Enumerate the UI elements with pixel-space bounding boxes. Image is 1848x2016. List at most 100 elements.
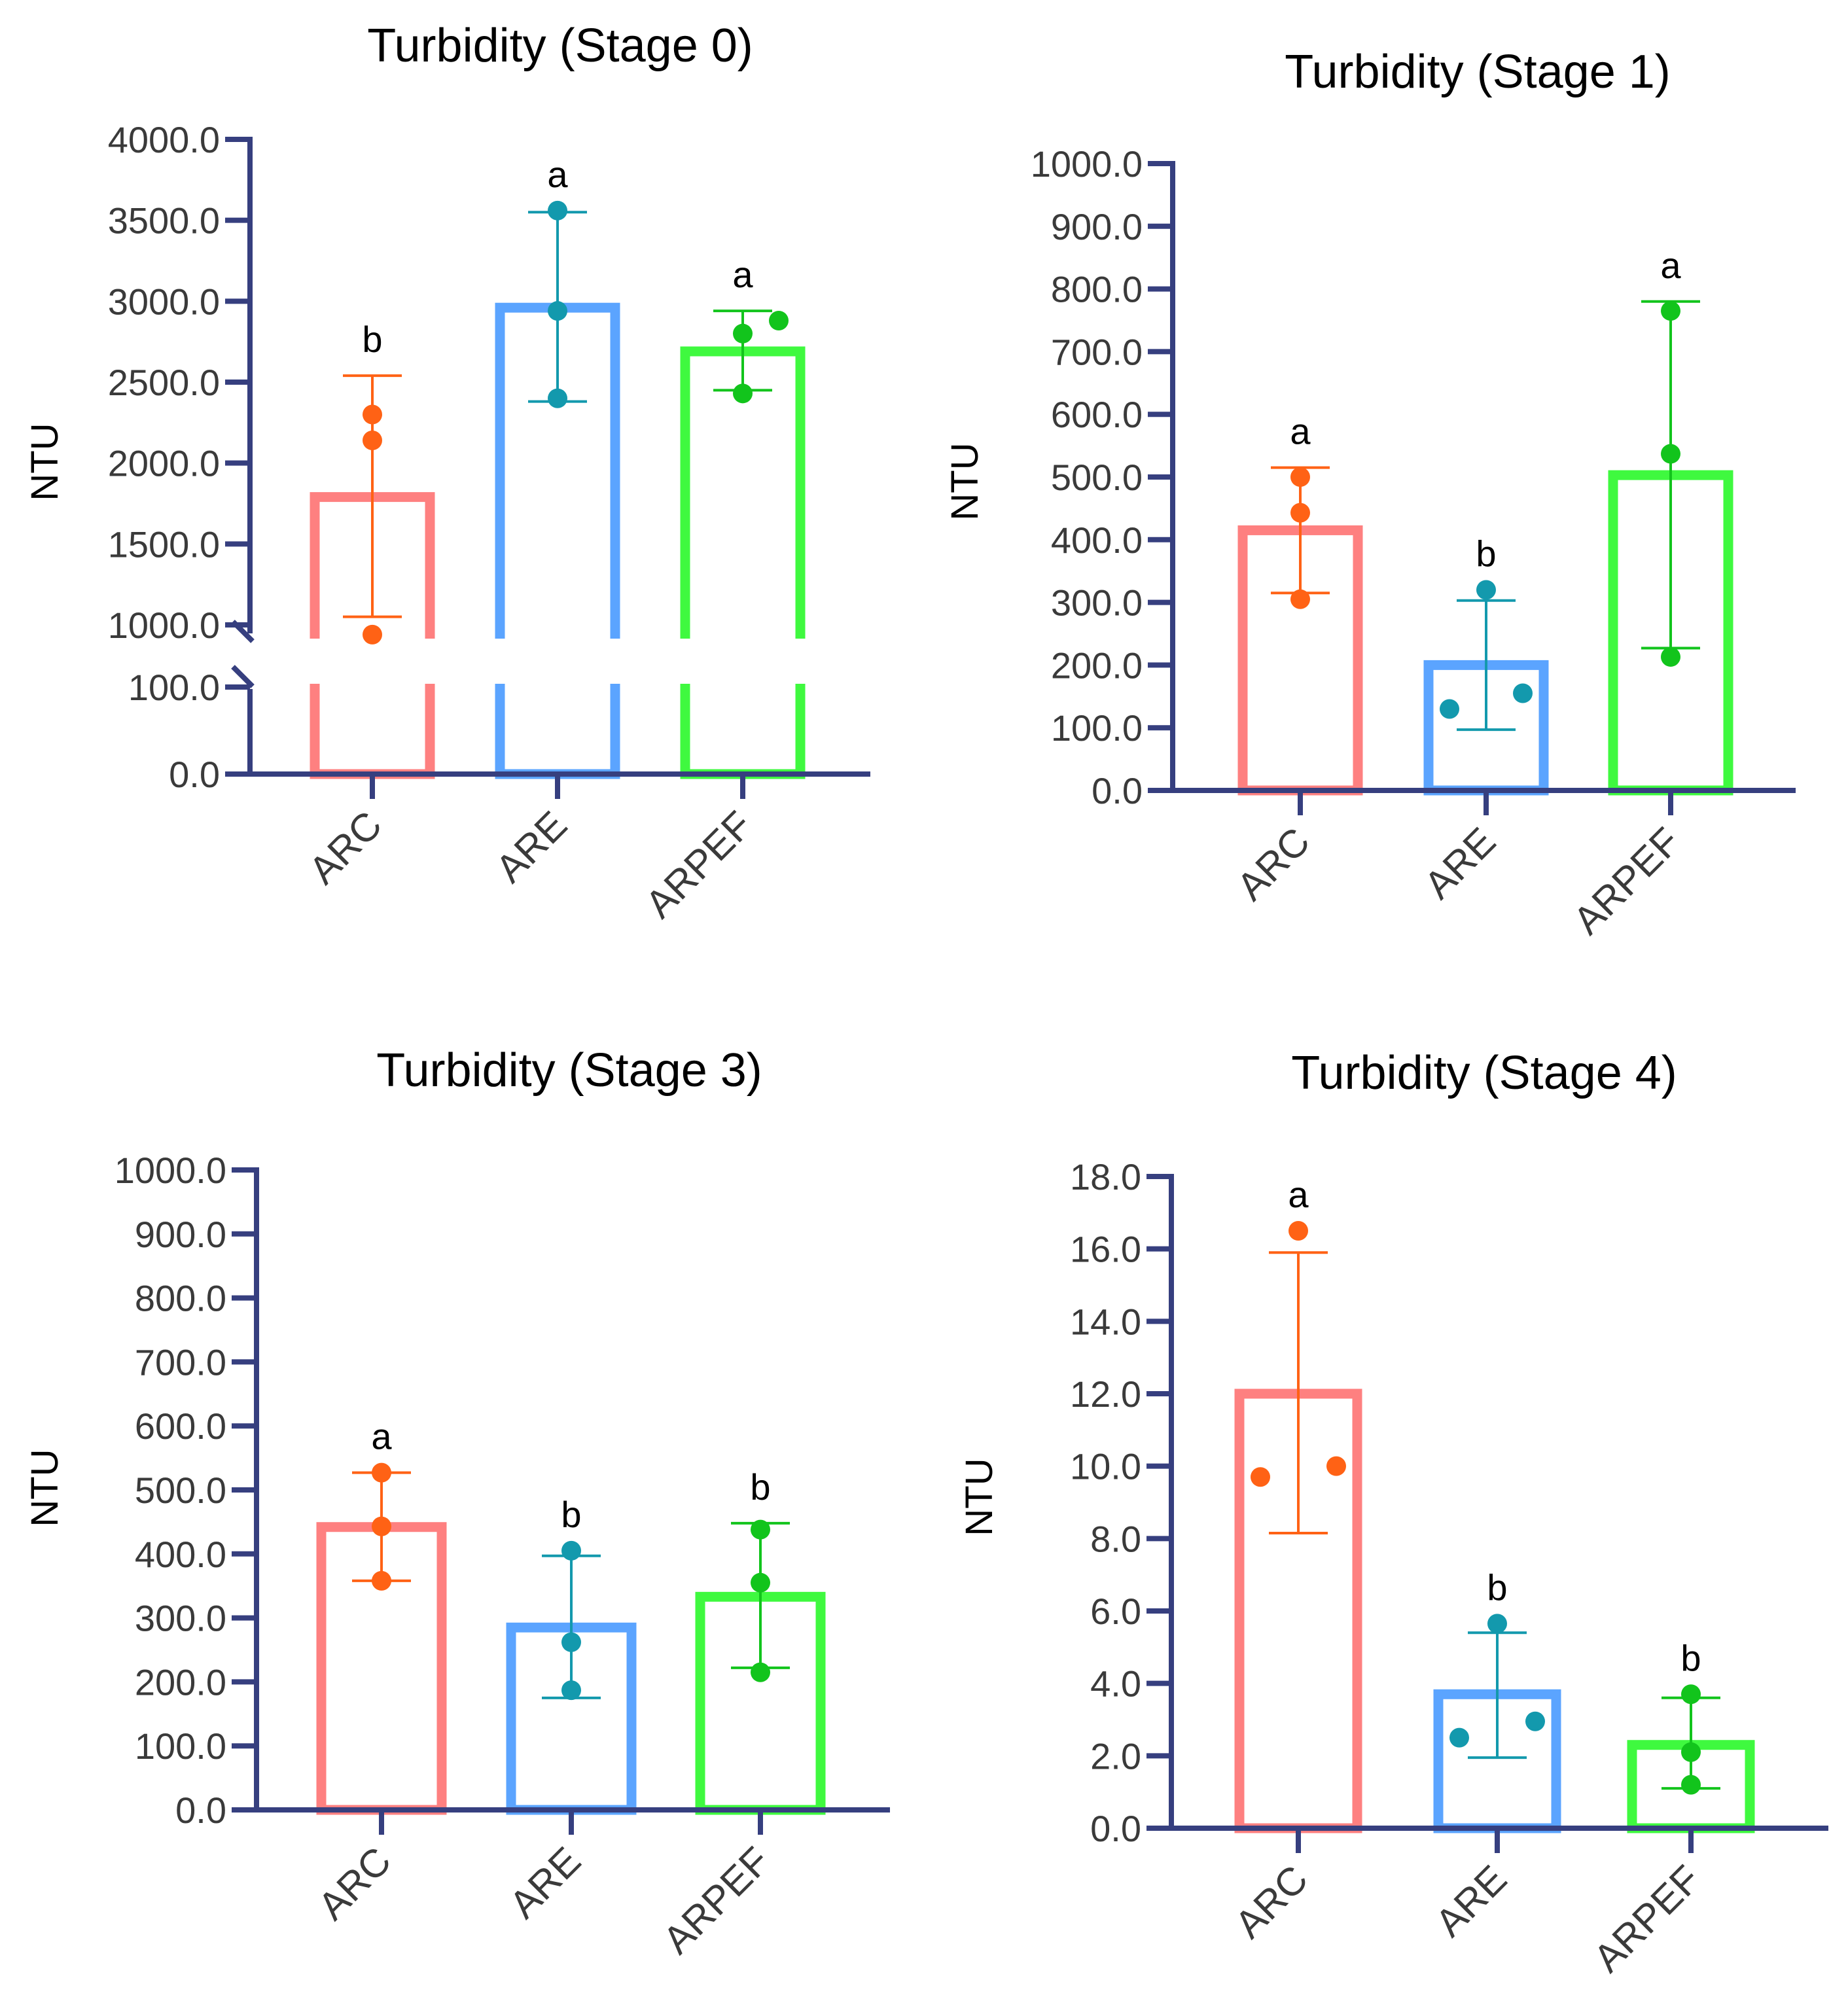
axis-break-gap	[230, 639, 877, 684]
data-point-ARE	[1476, 580, 1496, 600]
y-tick-label: 0.0	[169, 754, 220, 795]
data-point-ARE	[548, 388, 567, 408]
y-axis-label: NTU	[24, 1449, 66, 1527]
y-axis-label: NTU	[958, 1458, 1001, 1536]
panel-stage-0: Turbidity (Stage 0) NTU b a a 0.0 100.0 1000.…	[24, 20, 877, 927]
data-point-ARC	[372, 1462, 391, 1483]
x-tick-label-ARC: ARC	[300, 803, 390, 893]
y-tick-label: 16.0	[1070, 1229, 1141, 1270]
y-tick-label: 4000.0	[108, 119, 220, 160]
y-tick-label: 2.0	[1090, 1735, 1141, 1777]
y-tick-label: 4.0	[1090, 1663, 1141, 1705]
data-point-ARC	[372, 1516, 391, 1536]
bar-ARPEF	[680, 346, 806, 779]
significance-letter-ARC: a	[371, 1416, 392, 1457]
y-tick-label: 18.0	[1070, 1156, 1141, 1197]
y-tick-label: 300.0	[135, 1598, 226, 1639]
x-tick-label-ARE: ARE	[488, 803, 576, 891]
y-tick-label: 1000.0	[115, 1150, 226, 1191]
significance-letter-ARPEF: b	[1680, 1637, 1701, 1678]
data-point-ARPEF	[751, 1662, 770, 1682]
y-tick-label: 100.0	[1051, 707, 1143, 749]
y-tick-label: 500.0	[135, 1470, 226, 1511]
y-tick-label: 3000.0	[108, 281, 220, 322]
data-point-ARE	[1449, 1727, 1469, 1748]
y-tick-label: 600.0	[1051, 394, 1143, 435]
y-tick-label: 800.0	[135, 1278, 226, 1319]
chart-title: Turbidity (Stage 1)	[1285, 46, 1671, 98]
significance-letter-ARC: a	[1288, 1174, 1309, 1215]
data-point-ARPEF	[733, 383, 753, 404]
significance-letter-ARPEF: a	[732, 254, 753, 295]
data-point-ARC	[363, 431, 382, 451]
panel-stage-1: Turbidity (Stage 1) NTU a b a 0.0 100.0 200.0…	[944, 46, 1796, 943]
y-tick-label: 6.0	[1090, 1591, 1141, 1632]
data-point-ARPEF	[1681, 1742, 1701, 1762]
data-point-ARPEF	[1681, 1775, 1701, 1795]
data-point-ARC	[1251, 1467, 1270, 1487]
x-tick-label-ARC: ARC	[310, 1839, 399, 1928]
x-tick-label-ARC: ARC	[1228, 819, 1318, 909]
y-tick-label: 0.0	[1092, 770, 1143, 811]
data-point-ARC	[1290, 503, 1310, 523]
x-tick-label-ARPEF: ARPEF	[1585, 1857, 1709, 1981]
plot-area: b a a 0.0 100.0 1000.0 1500.0 2000.0 2500.0 3000.…	[108, 119, 877, 927]
data-point-ARPEF	[1681, 1684, 1701, 1705]
data-point-ARPEF	[733, 323, 753, 344]
y-tick-label: 2500.0	[108, 362, 220, 403]
x-tick-label-ARE: ARE	[1416, 819, 1504, 908]
data-point-ARE	[561, 1680, 581, 1701]
x-tick-label-ARPEF: ARPEF	[1565, 819, 1688, 943]
y-tick-label: 200.0	[1051, 645, 1143, 686]
data-point-ARC	[1288, 1221, 1308, 1241]
y-tick-label: 3500.0	[108, 200, 220, 241]
significance-letter-ARPEF: a	[1660, 245, 1681, 286]
significance-letter-ARC: b	[362, 319, 382, 360]
y-tick-label: 700.0	[1051, 331, 1143, 372]
plot-area: a b b 0.0 2.0 4.0 6.0 8.0 10.0 12.0 14.0 16.0 18.0 AR…	[1070, 1156, 1828, 1981]
significance-letter-ARE: b	[561, 1494, 581, 1535]
chart-title: Turbidity (Stage 4)	[1291, 1047, 1677, 1099]
y-tick-label: 200.0	[135, 1661, 226, 1703]
significance-letter-ARPEF: b	[750, 1466, 770, 1508]
data-point-ARC	[372, 1570, 391, 1591]
y-tick-label: 14.0	[1070, 1301, 1141, 1342]
y-tick-label: 1000.0	[1031, 143, 1143, 185]
y-tick-label: 100.0	[135, 1725, 226, 1767]
data-point-ARC	[363, 624, 382, 645]
plot-area: a b a 0.0 100.0 200.0 300.0 400.0 500.0 600.0 700.…	[1031, 143, 1796, 943]
y-tick-label: 500.0	[1051, 457, 1143, 498]
x-tick-label-ARC: ARC	[1226, 1857, 1316, 1947]
y-axis-label: NTU	[24, 423, 66, 501]
y-tick-label: 8.0	[1090, 1518, 1141, 1559]
plot-area: a b b 0.0 100.0 200.0 300.0 400.0 500.0 600.0 700.…	[115, 1150, 890, 1962]
data-point-ARPEF	[1661, 301, 1680, 321]
x-tick-label-ARE: ARE	[501, 1839, 590, 1927]
data-point-ARPEF	[751, 1572, 770, 1593]
x-tick-label-ARE: ARE	[1427, 1857, 1516, 1945]
y-tick-label: 0.0	[1090, 1808, 1141, 1849]
panel-stage-3: Turbidity (Stage 3) NTU a b b 0.0 100.0 200.0…	[24, 1044, 890, 1962]
y-tick-label: 10.0	[1070, 1446, 1141, 1487]
panel-stage-4: Turbidity (Stage 4) NTU a b b 0.0 2.0 4.0 6.0 8…	[958, 1047, 1828, 1981]
data-point-ARC	[363, 404, 382, 425]
data-point-ARE	[548, 301, 567, 321]
y-tick-label: 900.0	[1051, 206, 1143, 247]
chart-title: Turbidity (Stage 3)	[376, 1044, 762, 1097]
y-tick-label: 600.0	[135, 1406, 226, 1447]
data-point-ARPEF	[1661, 646, 1680, 667]
chart-title: Turbidity (Stage 0)	[367, 20, 753, 72]
axis-break-mark	[231, 665, 255, 688]
data-point-ARPEF	[1661, 444, 1680, 464]
y-tick-label: 300.0	[1051, 582, 1143, 624]
data-point-ARE	[561, 1632, 581, 1652]
data-point-ARPEF	[751, 1519, 770, 1540]
y-axis-label: NTU	[944, 442, 986, 520]
data-point-ARC	[1326, 1456, 1346, 1476]
y-tick-label: 800.0	[1051, 269, 1143, 310]
data-point-ARE	[1513, 683, 1533, 703]
significance-letter-ARC: a	[1290, 411, 1311, 452]
y-tick-label: 700.0	[135, 1341, 226, 1383]
data-point-ARE	[561, 1540, 581, 1561]
